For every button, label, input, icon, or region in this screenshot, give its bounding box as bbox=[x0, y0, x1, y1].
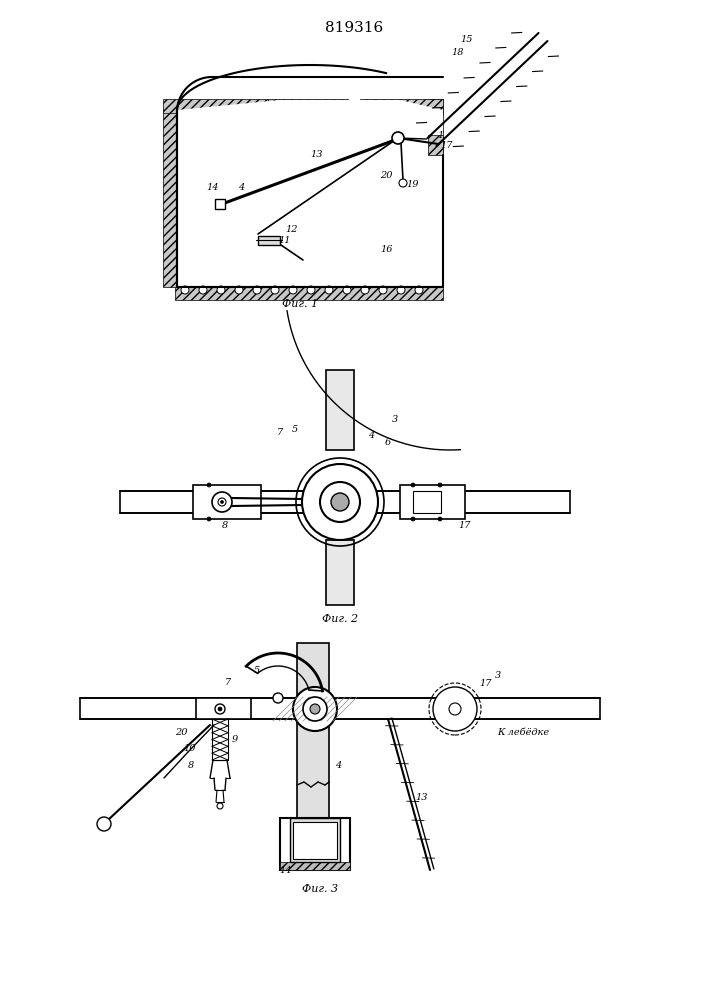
Text: 15: 15 bbox=[460, 35, 472, 44]
Circle shape bbox=[302, 464, 378, 540]
Bar bbox=[297, 643, 329, 698]
Text: 4: 4 bbox=[368, 431, 374, 440]
Text: 4: 4 bbox=[335, 761, 341, 770]
Circle shape bbox=[392, 132, 404, 144]
Bar bbox=[193, 485, 261, 519]
Text: 11: 11 bbox=[278, 236, 291, 245]
Text: 18: 18 bbox=[451, 48, 464, 57]
Circle shape bbox=[218, 498, 226, 506]
Text: 13: 13 bbox=[310, 150, 322, 159]
Bar bbox=[280, 818, 350, 870]
Circle shape bbox=[343, 286, 351, 294]
Circle shape bbox=[438, 483, 442, 487]
Circle shape bbox=[217, 803, 223, 809]
Circle shape bbox=[379, 286, 387, 294]
Circle shape bbox=[207, 517, 211, 521]
Circle shape bbox=[215, 704, 225, 714]
Bar bbox=[258, 236, 280, 245]
Text: 20: 20 bbox=[380, 171, 392, 180]
Bar bbox=[212, 719, 228, 760]
Text: 16: 16 bbox=[380, 245, 392, 254]
Bar bbox=[215, 199, 225, 209]
Circle shape bbox=[212, 492, 232, 512]
Text: 3: 3 bbox=[392, 415, 398, 424]
Bar bbox=[175, 287, 443, 300]
Bar bbox=[163, 99, 268, 113]
Circle shape bbox=[271, 286, 279, 294]
Text: 819316: 819316 bbox=[325, 21, 383, 35]
Circle shape bbox=[415, 286, 423, 294]
Text: 8: 8 bbox=[188, 761, 194, 770]
Text: 17: 17 bbox=[440, 141, 452, 150]
Circle shape bbox=[207, 483, 211, 487]
Text: 13: 13 bbox=[415, 793, 428, 802]
Text: 7: 7 bbox=[225, 678, 231, 687]
Text: 12: 12 bbox=[285, 225, 298, 234]
Text: 10: 10 bbox=[183, 744, 196, 753]
Circle shape bbox=[253, 286, 261, 294]
Bar bbox=[400, 485, 465, 519]
Circle shape bbox=[449, 703, 461, 715]
Circle shape bbox=[397, 286, 405, 294]
Bar bbox=[326, 370, 354, 450]
Circle shape bbox=[399, 179, 407, 187]
Text: 17: 17 bbox=[458, 521, 470, 530]
Circle shape bbox=[97, 817, 111, 831]
Bar bbox=[290, 818, 340, 862]
Circle shape bbox=[433, 687, 477, 731]
Circle shape bbox=[411, 517, 415, 521]
Bar bbox=[268, 99, 348, 113]
Bar bbox=[297, 719, 329, 820]
Text: 5: 5 bbox=[292, 425, 298, 434]
Bar bbox=[280, 862, 350, 870]
Circle shape bbox=[411, 483, 415, 487]
Bar bbox=[428, 135, 443, 155]
Circle shape bbox=[235, 286, 243, 294]
Text: 6: 6 bbox=[385, 438, 391, 447]
Bar bbox=[360, 99, 443, 113]
Text: Фиг. 1: Фиг. 1 bbox=[282, 299, 318, 309]
Circle shape bbox=[303, 697, 327, 721]
Circle shape bbox=[325, 286, 333, 294]
Circle shape bbox=[331, 493, 349, 511]
Text: Фиг. 3: Фиг. 3 bbox=[302, 884, 338, 894]
Bar bbox=[120, 491, 570, 513]
Bar bbox=[163, 109, 177, 287]
Text: 8: 8 bbox=[222, 521, 228, 530]
Circle shape bbox=[273, 693, 283, 703]
Circle shape bbox=[289, 286, 297, 294]
Text: 1: 1 bbox=[437, 131, 443, 140]
Circle shape bbox=[218, 707, 222, 711]
Circle shape bbox=[199, 286, 207, 294]
Text: Фиг. 2: Фиг. 2 bbox=[322, 614, 358, 624]
Text: 3: 3 bbox=[495, 671, 501, 680]
Circle shape bbox=[217, 286, 225, 294]
Text: 5: 5 bbox=[254, 666, 260, 675]
Circle shape bbox=[320, 482, 360, 522]
Circle shape bbox=[361, 286, 369, 294]
Circle shape bbox=[293, 687, 337, 731]
Text: 19: 19 bbox=[406, 180, 419, 189]
Circle shape bbox=[181, 286, 189, 294]
Circle shape bbox=[438, 517, 442, 521]
Bar bbox=[326, 540, 354, 605]
Circle shape bbox=[307, 286, 315, 294]
Polygon shape bbox=[177, 100, 443, 287]
Bar bbox=[413, 491, 441, 513]
Text: 20: 20 bbox=[175, 728, 187, 737]
Bar bbox=[80, 698, 600, 719]
Text: 17: 17 bbox=[479, 679, 491, 688]
Bar bbox=[428, 99, 443, 155]
Circle shape bbox=[310, 704, 320, 714]
Circle shape bbox=[221, 500, 223, 504]
Text: 14: 14 bbox=[206, 183, 218, 192]
Text: 4: 4 bbox=[238, 183, 244, 192]
Text: 7: 7 bbox=[277, 428, 284, 437]
Text: 14: 14 bbox=[279, 866, 291, 875]
Bar bbox=[196, 698, 251, 719]
Text: К лебёдке: К лебёдке bbox=[497, 728, 549, 737]
Text: 9: 9 bbox=[232, 735, 238, 744]
Bar bbox=[293, 822, 337, 859]
